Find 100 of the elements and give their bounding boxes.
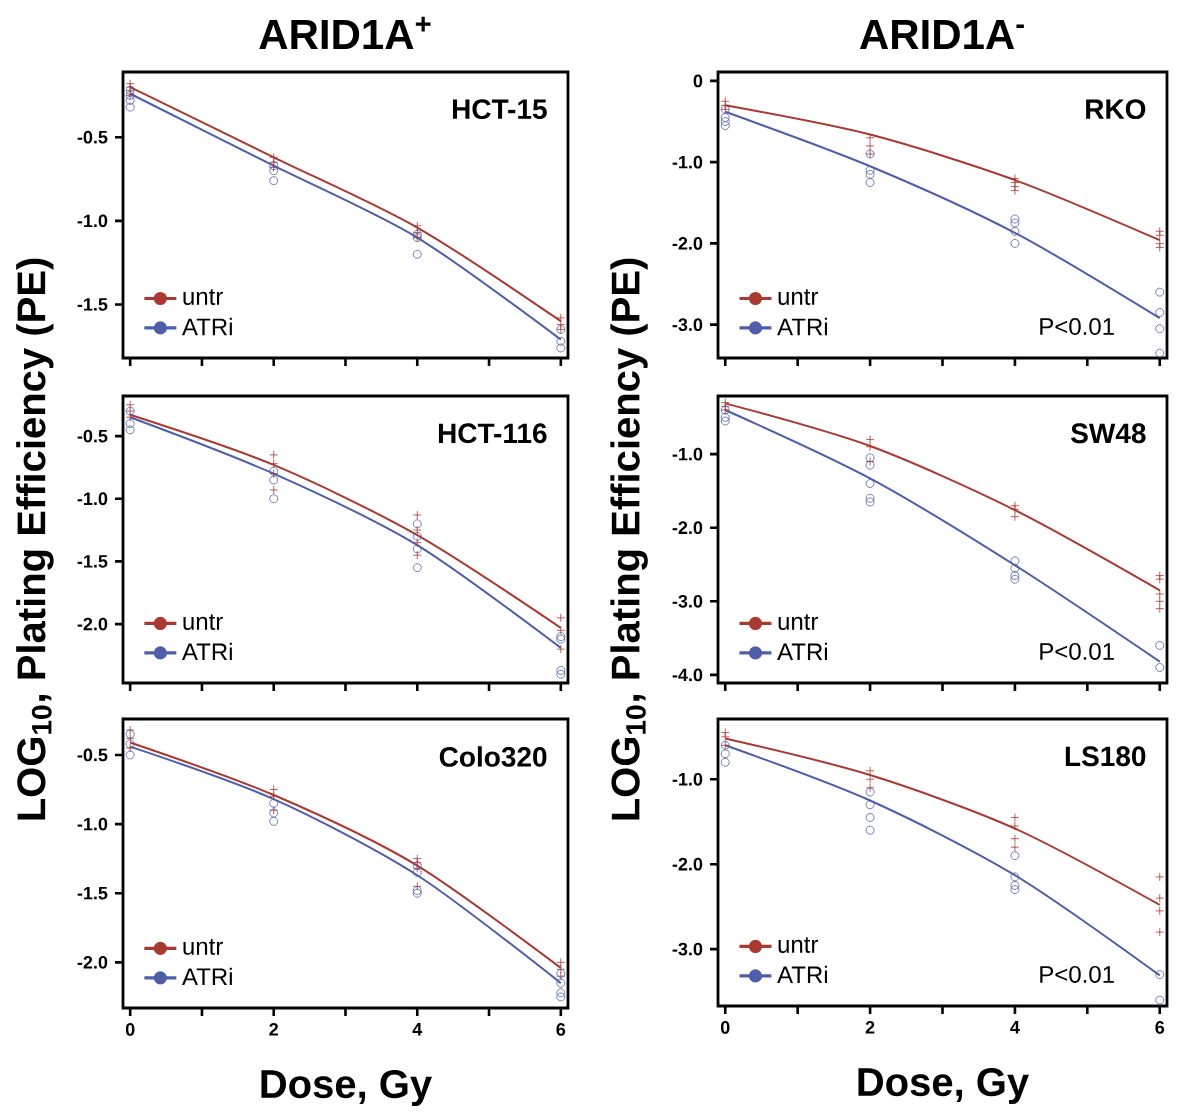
annotation: Colo320 (439, 746, 547, 767)
point (1155, 604, 1165, 614)
y-tick-label: -0.5 (77, 748, 108, 762)
point (556, 644, 566, 654)
point (125, 419, 135, 428)
point (1010, 556, 1020, 566)
y-tick-label: -1.0 (77, 817, 108, 831)
x-tick-label: 0 (720, 1021, 730, 1034)
annotation: P<0.01 (1040, 318, 1114, 335)
point (556, 666, 566, 675)
y-tick-label: -2.0 (672, 857, 703, 871)
point (1010, 821, 1020, 831)
point (865, 178, 875, 187)
point (1155, 927, 1165, 937)
legend-label: untr (778, 937, 819, 953)
point (865, 169, 875, 179)
annotation: P<0.01 (1040, 965, 1114, 983)
point (412, 525, 422, 535)
point (1010, 512, 1020, 522)
y-tick-label: -0.5 (77, 130, 108, 144)
point (125, 425, 135, 435)
point (865, 165, 875, 175)
annotation: HCT-15 (452, 99, 547, 120)
legend-label: untr (778, 289, 819, 305)
point (1155, 324, 1165, 334)
point (1155, 906, 1165, 916)
point (865, 141, 875, 151)
chart-title: ARID1A$^{+}$ (259, 16, 431, 49)
point (412, 531, 422, 541)
point (556, 669, 566, 679)
point (1010, 186, 1020, 196)
point (1155, 663, 1165, 672)
point (1010, 842, 1020, 852)
y-tick-label: -3.0 (672, 594, 703, 608)
legend-label: untr (778, 614, 819, 630)
annotation: P<0.01 (1040, 642, 1114, 660)
point (125, 725, 135, 735)
point (865, 479, 875, 488)
point (556, 336, 566, 346)
point (1155, 243, 1165, 252)
x-tick-label: 6 (556, 1023, 566, 1036)
x-tick-label: 2 (269, 1023, 278, 1036)
point (865, 787, 875, 797)
y-tick-label: -1.0 (672, 155, 703, 169)
y-tick-label: -4.0 (672, 668, 703, 682)
point (1010, 885, 1020, 895)
point (1155, 574, 1165, 584)
point (1010, 214, 1020, 224)
point (269, 475, 279, 485)
point (720, 757, 730, 767)
point (125, 729, 135, 739)
point (1010, 574, 1020, 584)
point (269, 459, 279, 469)
point (1010, 834, 1020, 844)
point (1155, 970, 1165, 979)
point (720, 121, 730, 131)
annotation: SW48 (1071, 423, 1146, 444)
point (125, 739, 135, 749)
legend-label: ATRi (777, 642, 827, 661)
point (720, 749, 730, 759)
point (1155, 230, 1165, 240)
point (412, 544, 422, 554)
y-tick-label: -3.0 (672, 318, 703, 332)
point (1155, 348, 1165, 358)
point (269, 785, 279, 794)
point (865, 825, 875, 835)
point (865, 442, 875, 452)
point (865, 813, 875, 822)
legend-label: untr (183, 939, 223, 955)
point (269, 485, 279, 495)
legend-label: ATRi (181, 967, 232, 986)
point (1155, 287, 1165, 297)
x-tick-label: 4 (1010, 1021, 1020, 1034)
y-tick-label: -2.0 (672, 521, 703, 535)
annotation: RKO (1086, 99, 1146, 120)
point (1010, 571, 1020, 580)
point (412, 249, 422, 259)
point (1010, 851, 1020, 861)
point (865, 493, 875, 503)
point (865, 497, 875, 507)
point (1155, 589, 1165, 599)
point (1010, 881, 1020, 890)
y-tick-label: -1.5 (77, 298, 108, 311)
point (720, 412, 730, 422)
point (865, 435, 875, 444)
point (1155, 641, 1165, 650)
x-tick-label: 2 (865, 1021, 875, 1034)
legend-label: untr (183, 614, 223, 630)
point (125, 412, 135, 422)
point (125, 102, 135, 112)
point (720, 113, 730, 122)
point (1155, 596, 1165, 606)
point (556, 313, 566, 323)
point (865, 800, 875, 810)
point (269, 166, 279, 176)
point (865, 453, 875, 463)
y-tick-label: -1.0 (672, 447, 703, 461)
point (1010, 813, 1020, 822)
point (1155, 995, 1165, 1005)
chart-title: ARID1A$^{-}$ (859, 20, 1024, 49)
